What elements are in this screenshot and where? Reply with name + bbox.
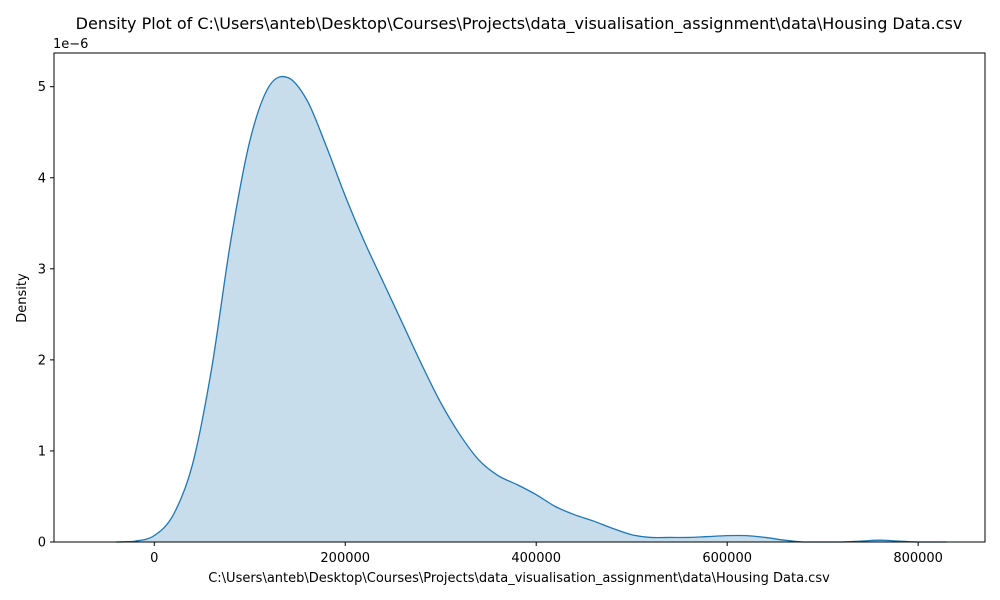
y-axis-label: Density: [15, 273, 30, 323]
x-tick-label: 200000: [320, 551, 370, 566]
plot-area: [116, 75, 947, 543]
y-tick-label: 2: [38, 353, 46, 368]
x-tick-label: 800000: [893, 551, 943, 566]
y-tick-label: 5: [38, 80, 46, 95]
x-tick-label: 400000: [511, 551, 561, 566]
x-axis: 0 200000 400000 600000 800000: [150, 542, 943, 566]
y-tick-label: 3: [38, 262, 46, 277]
y-offset-label: 1e−6: [53, 37, 88, 52]
x-axis-label: C:\Users\anteb\Desktop\Courses\Projects\…: [208, 571, 830, 586]
y-tick-label: 4: [38, 171, 46, 186]
axes-frame: [53, 52, 986, 543]
chart-title: Density Plot of C:\Users\anteb\Desktop\C…: [76, 14, 963, 34]
y-tick-label: 0: [38, 536, 46, 551]
x-tick-label: 600000: [702, 551, 752, 566]
x-tick-label: 0: [150, 551, 158, 566]
density-area: [116, 76, 947, 542]
y-axis: 0 1 2 3 4 5: [38, 80, 54, 551]
y-tick-label: 1: [38, 444, 46, 459]
